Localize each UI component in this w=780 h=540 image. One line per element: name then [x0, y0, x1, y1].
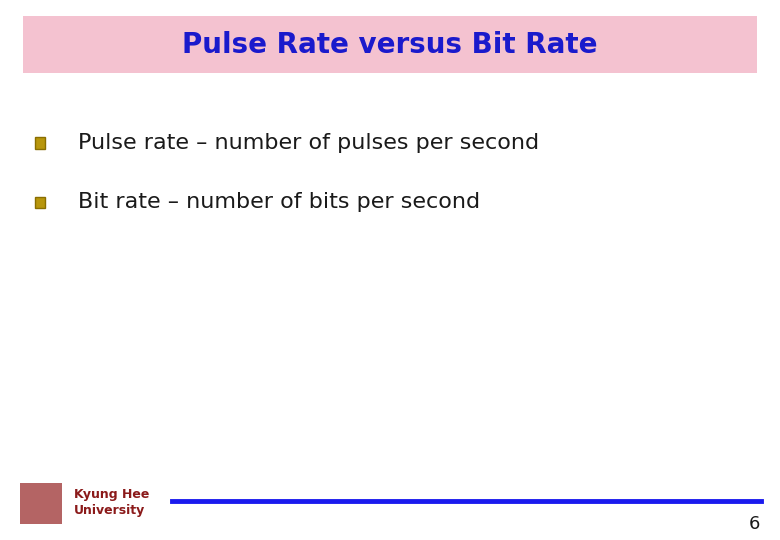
FancyBboxPatch shape [35, 197, 45, 208]
FancyBboxPatch shape [23, 16, 757, 73]
Text: Pulse Rate versus Bit Rate: Pulse Rate versus Bit Rate [183, 31, 597, 58]
Text: 6: 6 [749, 515, 760, 533]
Text: University: University [74, 504, 145, 517]
FancyBboxPatch shape [20, 483, 62, 524]
Text: Kyung Hee: Kyung Hee [74, 488, 150, 501]
Text: Bit rate – number of bits per second: Bit rate – number of bits per second [78, 192, 480, 213]
FancyBboxPatch shape [35, 137, 45, 149]
Text: Pulse rate – number of pulses per second: Pulse rate – number of pulses per second [78, 133, 539, 153]
